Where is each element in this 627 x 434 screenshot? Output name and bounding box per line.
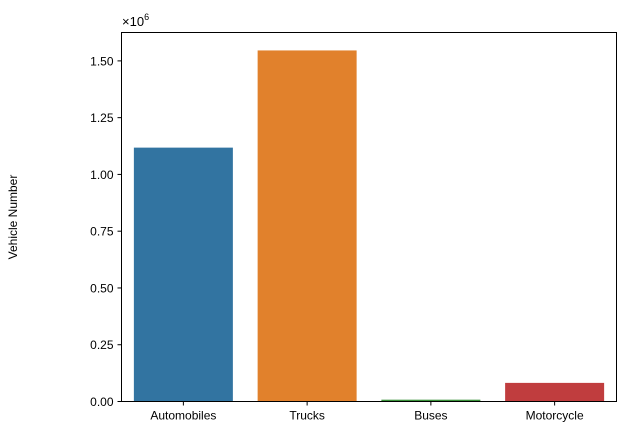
y-tick-label: 1.00 <box>90 168 114 182</box>
y-axis: 0.00 0.25 0.50 0.75 1.00 1.25 1.50 <box>90 54 122 409</box>
y-axis-label: Vehicle Number <box>6 175 20 260</box>
bar-motorcycle <box>505 382 605 402</box>
x-axis: Automobiles Trucks Buses Motorcycle <box>150 401 584 423</box>
y-tick-label: 0.25 <box>90 338 114 352</box>
bar-automobiles <box>133 147 233 402</box>
x-tick-label: Motorcycle <box>526 409 584 423</box>
y-tick-label: 0.75 <box>90 225 114 239</box>
y-tick-label: 0.00 <box>90 395 114 409</box>
y-axis-offset-label: ×106 <box>122 12 149 29</box>
y-tick-label: 1.25 <box>90 111 114 125</box>
bars-group <box>133 50 605 402</box>
bar-trucks <box>257 50 357 402</box>
y-tick-label: 0.50 <box>90 281 114 295</box>
x-tick-label: Automobiles <box>150 409 216 423</box>
x-tick-label: Buses <box>414 409 447 423</box>
plot-frame <box>121 32 617 402</box>
x-tick-label: Trucks <box>289 409 325 423</box>
bar-buses <box>381 399 481 402</box>
y-tick-label: 1.50 <box>90 54 114 68</box>
